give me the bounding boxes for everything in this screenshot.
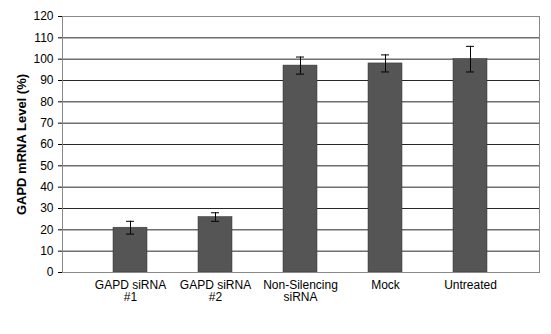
svg-text:60: 60 [40, 137, 54, 151]
svg-text:80: 80 [40, 95, 54, 109]
svg-text:Mock: Mock [371, 278, 401, 292]
svg-text:0: 0 [47, 265, 54, 279]
svg-text:50: 50 [40, 159, 54, 173]
svg-text:120: 120 [33, 9, 53, 23]
svg-text:90: 90 [40, 73, 54, 87]
svg-text:30: 30 [40, 201, 54, 215]
svg-text:Non-SilencingsiRNA: Non-SilencingsiRNA [263, 278, 338, 304]
svg-text:GAPD mRNA Level (%): GAPD mRNA Level (%) [14, 74, 29, 215]
svg-text:10: 10 [40, 244, 54, 258]
svg-text:GAPD siRNA#1: GAPD siRNA#1 [95, 278, 166, 304]
svg-text:70: 70 [40, 116, 54, 130]
svg-text:Untreated: Untreated [444, 278, 497, 292]
svg-text:100: 100 [33, 52, 53, 66]
svg-text:GAPD siRNA#2: GAPD siRNA#2 [180, 278, 251, 304]
svg-text:40: 40 [40, 180, 54, 194]
svg-text:110: 110 [34, 31, 53, 45]
svg-text:20: 20 [40, 223, 54, 237]
